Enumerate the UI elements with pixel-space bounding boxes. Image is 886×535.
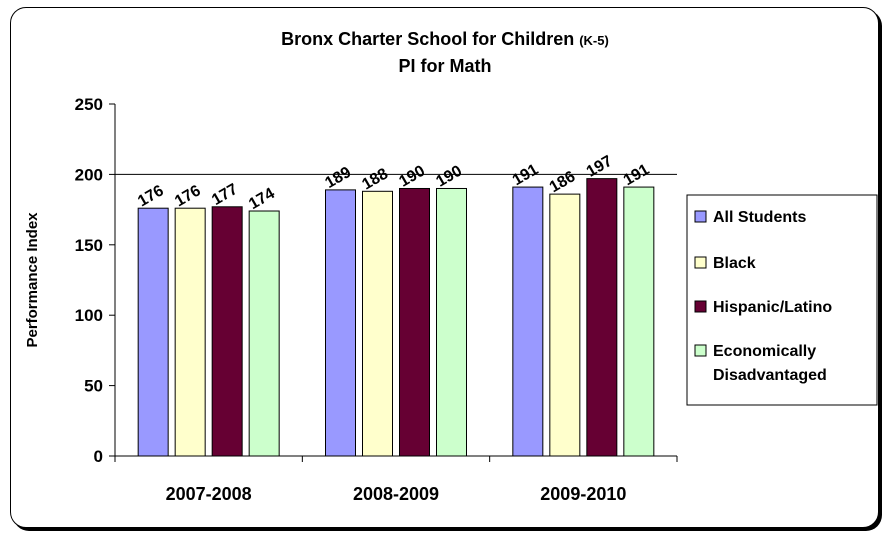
legend-label: Black <box>713 255 756 272</box>
chart-subtitle: PI for Math <box>399 56 492 76</box>
legend-swatch <box>694 256 707 269</box>
y-tick-label: 250 <box>75 95 103 114</box>
y-tick-label: 50 <box>84 377 103 396</box>
legend-label: Hispanic/Latino <box>713 299 832 316</box>
x-tick-label: 2008-2009 <box>353 484 439 504</box>
legend-label: All Students <box>713 209 806 226</box>
chart-title: Bronx Charter School for Children (K-5) <box>281 29 609 49</box>
legend-box <box>686 194 878 406</box>
bar <box>362 190 393 457</box>
y-tick-label: 0 <box>94 447 103 466</box>
data-label: 190 <box>396 162 428 190</box>
data-label: 197 <box>584 153 616 181</box>
data-label: 188 <box>359 165 391 193</box>
data-label: 176 <box>135 182 167 210</box>
data-label: 186 <box>547 168 579 196</box>
legend-swatch <box>694 300 707 313</box>
bar <box>549 193 581 457</box>
bar <box>325 189 356 457</box>
x-tick-label: 2009-2010 <box>540 484 626 504</box>
bar <box>174 207 206 457</box>
bar <box>248 210 280 457</box>
data-label: 190 <box>433 162 465 190</box>
bar <box>512 186 544 457</box>
data-label: 176 <box>172 182 204 210</box>
data-label: 174 <box>246 185 278 213</box>
bar <box>137 207 169 457</box>
y-axis-label: Performance Index <box>24 212 41 348</box>
legend-label: Economically <box>713 343 816 360</box>
bar <box>436 187 467 457</box>
data-label: 191 <box>510 161 542 189</box>
bar <box>586 178 618 457</box>
data-label: 189 <box>322 164 354 192</box>
bar <box>623 186 655 457</box>
legend-swatch <box>694 344 707 357</box>
y-tick-label: 100 <box>75 306 103 325</box>
bar <box>211 206 243 457</box>
data-label: 191 <box>621 161 653 189</box>
y-tick-label: 200 <box>75 165 103 184</box>
data-label: 177 <box>209 181 241 209</box>
x-tick-label: 2007-2008 <box>166 484 252 504</box>
y-tick-label: 150 <box>75 236 103 255</box>
legend-swatch <box>694 210 707 223</box>
bar <box>399 187 430 457</box>
legend-label: Disadvantaged <box>713 367 827 384</box>
